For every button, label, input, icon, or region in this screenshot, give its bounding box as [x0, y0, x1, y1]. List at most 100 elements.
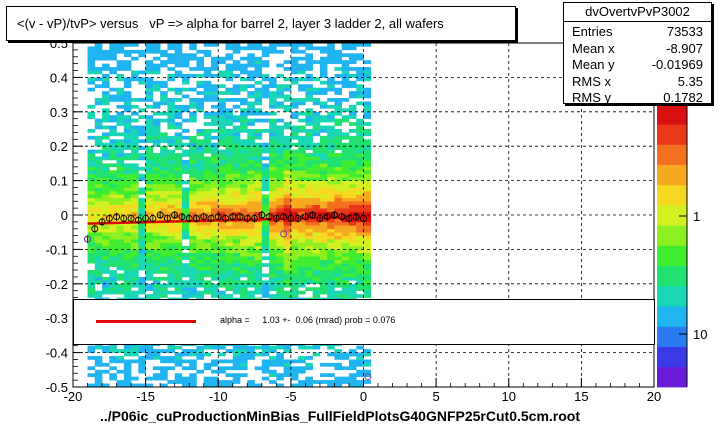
heatmap-cell [261, 366, 270, 371]
palette-band [657, 124, 687, 145]
heatmap-cell [218, 228, 226, 233]
heatmap-cell [356, 43, 364, 47]
fit-legend-text: alpha = 1.03 +- 0.06 (mrad) prob = 0.076 [220, 315, 396, 325]
heatmap-cell [109, 129, 117, 133]
heatmap-cell [145, 197, 154, 202]
heatmap-cell [109, 366, 117, 371]
heatmap-cell [247, 204, 255, 209]
heatmap-cell [334, 366, 343, 371]
heatmap-cell [254, 163, 263, 168]
heatmap-cell [210, 221, 219, 226]
heatmap-cell [167, 359, 175, 364]
heatmap-cell [94, 252, 103, 257]
heatmap-cell [327, 129, 335, 133]
heatmap-cell [269, 125, 277, 130]
heatmap-cell [232, 104, 241, 109]
heatmap-cell [174, 225, 183, 230]
heatmap-cell [116, 118, 125, 123]
heatmap-cell [109, 283, 117, 288]
heatmap-cell [261, 369, 270, 374]
heatmap-cell [254, 70, 263, 75]
heatmap-cell [312, 204, 321, 209]
heatmap-cell [218, 190, 226, 195]
heatmap-cell [312, 163, 321, 168]
heatmap-cell [145, 63, 154, 68]
heatmap-cell [87, 225, 96, 230]
heatmap-cell [341, 194, 350, 199]
heatmap-cell [210, 129, 219, 133]
heatmap-cell [341, 190, 350, 195]
heatmap-cell [196, 266, 205, 271]
heatmap-cell [225, 46, 234, 51]
profile-point [134, 216, 142, 224]
heatmap-cell [94, 259, 103, 264]
heatmap-cell [189, 153, 197, 157]
heatmap-cell [131, 211, 139, 216]
heatmap-cell [116, 184, 125, 188]
heatmap-cell [145, 263, 154, 267]
heatmap-cell [189, 276, 197, 281]
heatmap-cell [305, 197, 313, 202]
heatmap-cell [254, 166, 263, 171]
heatmap-cell [203, 115, 212, 119]
heatmap-cell [116, 132, 125, 137]
heatmap-cell [152, 111, 161, 116]
heatmap-cell [298, 159, 306, 164]
heatmap-cell [116, 67, 125, 71]
heatmap-cell [116, 290, 125, 295]
heatmap-cell [298, 239, 306, 243]
heatmap-cell [283, 239, 292, 243]
heatmap-cell [181, 166, 190, 171]
heatmap-cell [102, 259, 110, 264]
heatmap-cell [152, 280, 161, 285]
heatmap-cell [210, 383, 219, 388]
heatmap-cell [210, 228, 219, 233]
heatmap-cell [261, 129, 270, 133]
heatmap-cell [167, 197, 175, 202]
heatmap-cell [181, 287, 190, 291]
heatmap-cell [109, 270, 117, 274]
heatmap-cell [152, 118, 161, 123]
heatmap-cell [290, 70, 299, 75]
heatmap-cell [145, 94, 154, 99]
heatmap-cell [123, 190, 132, 195]
heatmap-cell [334, 218, 343, 223]
heatmap-cell [327, 159, 335, 164]
heatmap-cell [240, 362, 248, 367]
heatmap-cell [305, 245, 313, 250]
heatmap-cell [152, 101, 161, 106]
heatmap-cell [138, 256, 146, 261]
heatmap-cell [254, 149, 263, 154]
heatmap-cell [363, 156, 372, 161]
heatmap-cell [363, 242, 372, 247]
heatmap-cell [319, 235, 328, 240]
heatmap-cell [94, 201, 103, 205]
profile-point [323, 213, 331, 221]
heatmap-cell [145, 235, 154, 240]
heatmap-cell [240, 201, 248, 205]
heatmap-cell [116, 159, 125, 164]
heatmap-cell [348, 129, 357, 133]
heatmap-cell [225, 184, 234, 188]
heatmap-cell [109, 215, 117, 219]
heatmap-cell [138, 362, 146, 367]
heatmap-cell [319, 115, 328, 119]
heatmap-cell [276, 362, 284, 367]
heatmap-cell [225, 142, 234, 147]
heatmap-cell [261, 118, 270, 123]
heatmap-cell [116, 356, 125, 360]
heatmap-cell [290, 125, 299, 130]
heatmap-cell [203, 201, 212, 205]
heatmap-cell [174, 122, 183, 126]
heatmap-cell [102, 194, 110, 199]
heatmap-cell [363, 270, 372, 274]
heatmap-cell [181, 290, 190, 295]
heatmap-cell [174, 104, 183, 109]
heatmap-cell [225, 276, 234, 281]
heatmap-cell [225, 53, 234, 58]
heatmap-cell [116, 194, 125, 199]
heatmap-cell [94, 49, 103, 54]
heatmap-cell [363, 280, 372, 285]
heatmap-cell [356, 235, 364, 240]
heatmap-cell [356, 84, 364, 89]
